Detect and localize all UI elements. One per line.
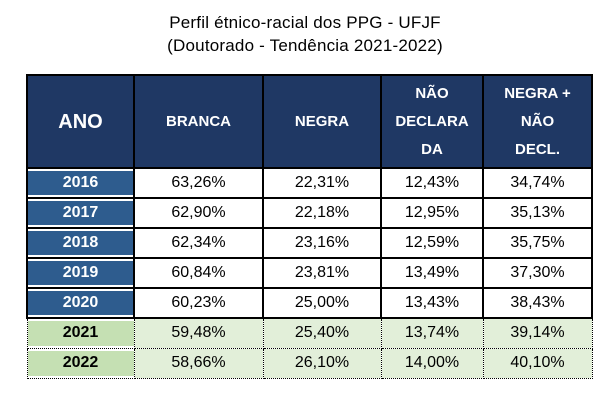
value-cell: 13,74% [380,317,484,349]
table-row-2019: 2019 60,84% 23,81% 13,49% 37,30% [26,257,593,289]
value-cell: 23,81% [262,257,382,289]
col-header-ano: ANO [26,74,135,169]
value-cell: 38,43% [482,287,593,319]
table-row-2017: 2017 62,90% 22,18% 12,95% 35,13% [26,197,593,229]
year-cell: 2022 [26,347,135,379]
data-table: ANO BRANCA NEGRA NÃO DECLARA DA NEGRA + … [26,74,593,379]
value-cell: 62,90% [133,197,264,229]
year-cell: 2016 [26,167,135,199]
year-cell: 2021 [26,317,135,349]
chart-title: Perfil étnico-racial dos PPG - UFJF (Dou… [0,11,610,57]
value-cell: 22,18% [262,197,382,229]
title-line-1: Perfil étnico-racial dos PPG - UFJF [169,13,441,32]
value-cell: 25,00% [262,287,382,319]
col-header-negra-nao-decl: NEGRA + NÃO DECL. [482,74,593,169]
value-cell: 60,84% [133,257,264,289]
value-cell: 14,00% [380,347,484,379]
year-cell: 2017 [26,197,135,229]
table-row-2021-highlighted: 2021 59,48% 25,40% 13,74% 39,14% [26,317,593,349]
value-cell: 39,14% [482,317,593,349]
value-cell: 25,40% [262,317,382,349]
value-cell: 13,43% [380,287,484,319]
col-header-nao-declarada: NÃO DECLARA DA [380,74,484,169]
value-cell: 60,23% [133,287,264,319]
year-cell: 2020 [26,287,135,319]
value-cell: 12,43% [380,167,484,199]
col-header-negra: NEGRA [262,74,382,169]
value-cell: 13,49% [380,257,484,289]
value-cell: 35,75% [482,227,593,259]
value-cell: 37,30% [482,257,593,289]
value-cell: 34,74% [482,167,593,199]
value-cell: 59,48% [133,317,264,349]
year-cell: 2019 [26,257,135,289]
value-cell: 63,26% [133,167,264,199]
value-cell: 12,59% [380,227,484,259]
value-cell: 62,34% [133,227,264,259]
value-cell: 40,10% [482,347,593,379]
year-cell: 2018 [26,227,135,259]
table-row-2020: 2020 60,23% 25,00% 13,43% 38,43% [26,287,593,319]
value-cell: 35,13% [482,197,593,229]
value-cell: 58,66% [133,347,264,379]
value-cell: 26,10% [262,347,382,379]
table-row-2018: 2018 62,34% 23,16% 12,59% 35,75% [26,227,593,259]
header-row: ANO BRANCA NEGRA NÃO DECLARA DA NEGRA + … [26,74,593,169]
table-row-2016: 2016 63,26% 22,31% 12,43% 34,74% [26,167,593,199]
value-cell: 12,95% [380,197,484,229]
value-cell: 23,16% [262,227,382,259]
value-cell: 22,31% [262,167,382,199]
title-line-2: (Doutorado - Tendência 2021-2022) [167,36,443,55]
col-header-branca: BRANCA [133,74,264,169]
table-row-2022-highlighted: 2022 58,66% 26,10% 14,00% 40,10% [26,347,593,379]
